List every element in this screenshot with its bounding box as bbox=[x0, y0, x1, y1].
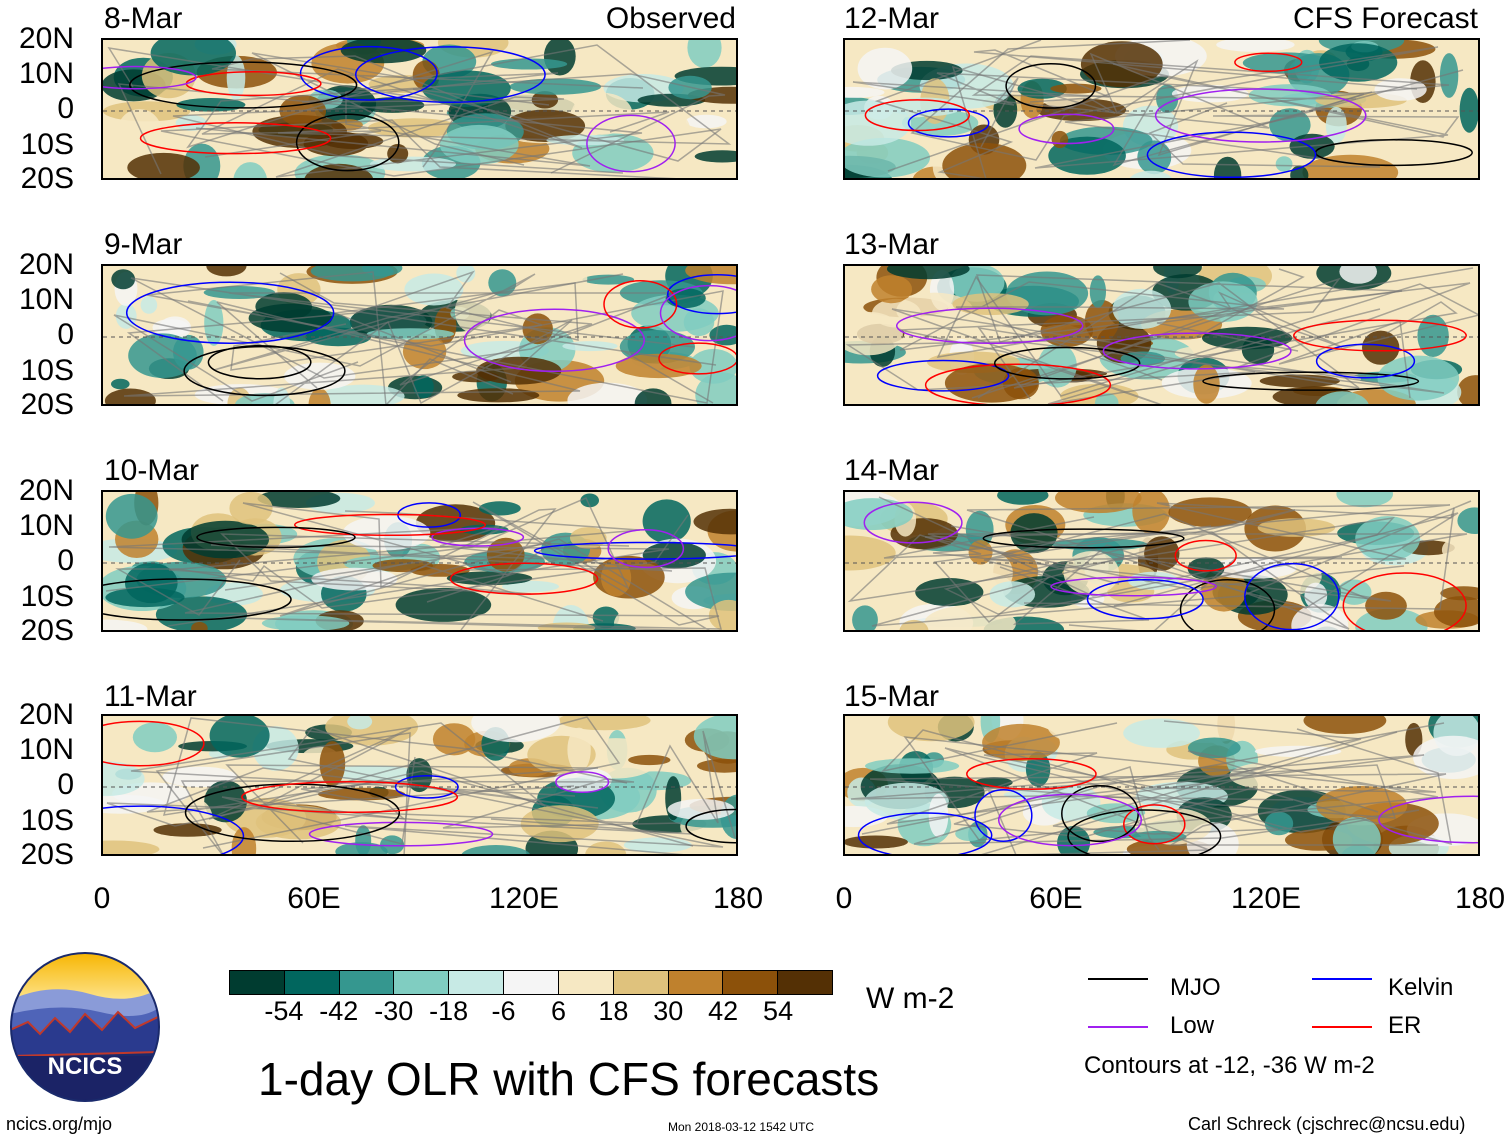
lat-label-10s-10-mar: 10S bbox=[20, 580, 74, 613]
colorbar-swatch bbox=[504, 971, 559, 994]
legend-line-kelvin bbox=[1312, 978, 1372, 980]
lat-label-20n-8-mar: 20N bbox=[18, 22, 74, 55]
lon-label-60e-left: 60E bbox=[287, 882, 341, 915]
colorbar-label: 18 bbox=[598, 996, 629, 1026]
panel-date-12-mar: 12-Mar bbox=[844, 2, 940, 35]
colorbar-label: -30 bbox=[374, 996, 414, 1026]
colorbar-label: -6 bbox=[491, 996, 516, 1026]
lat-label-20n-11-mar: 20N bbox=[18, 698, 74, 731]
lon-label-0-right: 0 bbox=[835, 882, 853, 915]
lat-label-10n-10-mar: 10N bbox=[18, 509, 74, 542]
colorbar-swatch bbox=[613, 971, 669, 994]
figure-title: 1-day OLR with CFS forecasts bbox=[258, 1053, 880, 1105]
panel-date-14-mar: 14-Mar bbox=[844, 454, 940, 487]
colorbar-swatch bbox=[230, 971, 285, 994]
lat-label-10s-9-mar: 10S bbox=[20, 354, 74, 387]
lat-label-0-9-mar: 0 bbox=[57, 318, 74, 351]
colorbar bbox=[229, 970, 833, 995]
map-panel-15-mar bbox=[843, 714, 1480, 856]
lat-label-20s-8-mar: 20S bbox=[20, 162, 74, 195]
map-panel-13-mar bbox=[843, 264, 1480, 406]
colorbar-swatch bbox=[339, 971, 395, 994]
lat-label-20n-10-mar: 20N bbox=[18, 474, 74, 507]
colorbar-swatch bbox=[723, 971, 779, 994]
map-panel-14-mar bbox=[843, 490, 1480, 632]
lat-label-0-8-mar: 0 bbox=[57, 92, 74, 125]
observed-label: Observed bbox=[605, 2, 736, 35]
legend-line-mjo bbox=[1088, 978, 1148, 980]
colorbar-swatch bbox=[284, 971, 340, 994]
footer-url[interactable]: ncics.org/mjo bbox=[6, 1114, 113, 1134]
map-panel-8-mar bbox=[101, 38, 738, 180]
footer-credit: Carl Schreck (cjschrec@ncsu.edu) bbox=[1188, 1114, 1466, 1134]
legend-line-low bbox=[1088, 1026, 1148, 1028]
lat-label-10s-8-mar: 10S bbox=[20, 128, 74, 161]
panel-date-8-mar: 8-Mar bbox=[104, 2, 183, 35]
lat-label-20n-9-mar: 20N bbox=[18, 248, 74, 281]
colorbar-swatch bbox=[778, 971, 832, 994]
colorbar-swatch bbox=[558, 971, 614, 994]
lat-label-20s-11-mar: 20S bbox=[20, 838, 74, 871]
panel-date-15-mar: 15-Mar bbox=[844, 680, 940, 713]
lat-label-0-11-mar: 0 bbox=[57, 768, 74, 801]
map-panel-11-mar bbox=[101, 714, 738, 856]
colorbar-label: 42 bbox=[708, 996, 739, 1026]
cfs-forecast-label: CFS Forecast bbox=[1292, 2, 1478, 35]
map-panel-9-mar bbox=[101, 264, 738, 406]
lon-label-180-right: 180 bbox=[1454, 882, 1506, 915]
colorbar-label: 54 bbox=[763, 996, 794, 1026]
footer-timestamp: Mon 2018-03-12 1542 UTC bbox=[668, 1120, 815, 1134]
panel-date-13-mar: 13-Mar bbox=[844, 228, 940, 261]
lat-label-20s-10-mar: 20S bbox=[20, 614, 74, 647]
map-panel-12-mar bbox=[843, 38, 1480, 180]
colorbar-label: -18 bbox=[429, 996, 469, 1026]
panel-date-10-mar: 10-Mar bbox=[104, 454, 200, 487]
colorbar-label: -54 bbox=[264, 996, 304, 1026]
lon-label-180-left: 180 bbox=[712, 882, 764, 915]
legend-line-er bbox=[1312, 1026, 1372, 1028]
legend-label-mjo: MJO bbox=[1170, 974, 1221, 1001]
lon-label-0-left: 0 bbox=[93, 882, 111, 915]
colorbar-label: -42 bbox=[319, 996, 359, 1026]
colorbar-swatch bbox=[449, 971, 505, 994]
ncics-logo: NCICS bbox=[10, 952, 160, 1102]
lon-label-60e-right: 60E bbox=[1029, 882, 1083, 915]
colorbar-swatch bbox=[668, 971, 724, 994]
lon-label-120e-right: 120E bbox=[1230, 882, 1302, 915]
lat-label-10n-9-mar: 10N bbox=[18, 283, 74, 316]
map-panel-10-mar bbox=[101, 490, 738, 632]
colorbar-unit: W m-2 bbox=[866, 982, 955, 1015]
legend-label-low: Low bbox=[1170, 1012, 1215, 1039]
lat-label-10n-8-mar: 10N bbox=[18, 57, 74, 90]
lat-label-10s-11-mar: 10S bbox=[20, 804, 74, 837]
legend-label-er: ER bbox=[1388, 1012, 1422, 1039]
colorbar-label: 30 bbox=[653, 996, 684, 1026]
colorbar-swatch bbox=[394, 971, 450, 994]
lat-label-10n-11-mar: 10N bbox=[18, 733, 74, 766]
logo-text: NCICS bbox=[48, 1053, 123, 1080]
colorbar-label: 6 bbox=[550, 996, 566, 1026]
contour-note: Contours at -12, -36 W m-2 bbox=[1084, 1052, 1375, 1079]
panel-date-11-mar: 11-Mar bbox=[104, 680, 197, 713]
panel-date-9-mar: 9-Mar bbox=[104, 228, 183, 261]
lat-label-0-10-mar: 0 bbox=[57, 544, 74, 577]
legend-label-kelvin: Kelvin bbox=[1388, 974, 1454, 1001]
lon-label-120e-left: 120E bbox=[488, 882, 560, 915]
lat-label-20s-9-mar: 20S bbox=[20, 388, 74, 421]
